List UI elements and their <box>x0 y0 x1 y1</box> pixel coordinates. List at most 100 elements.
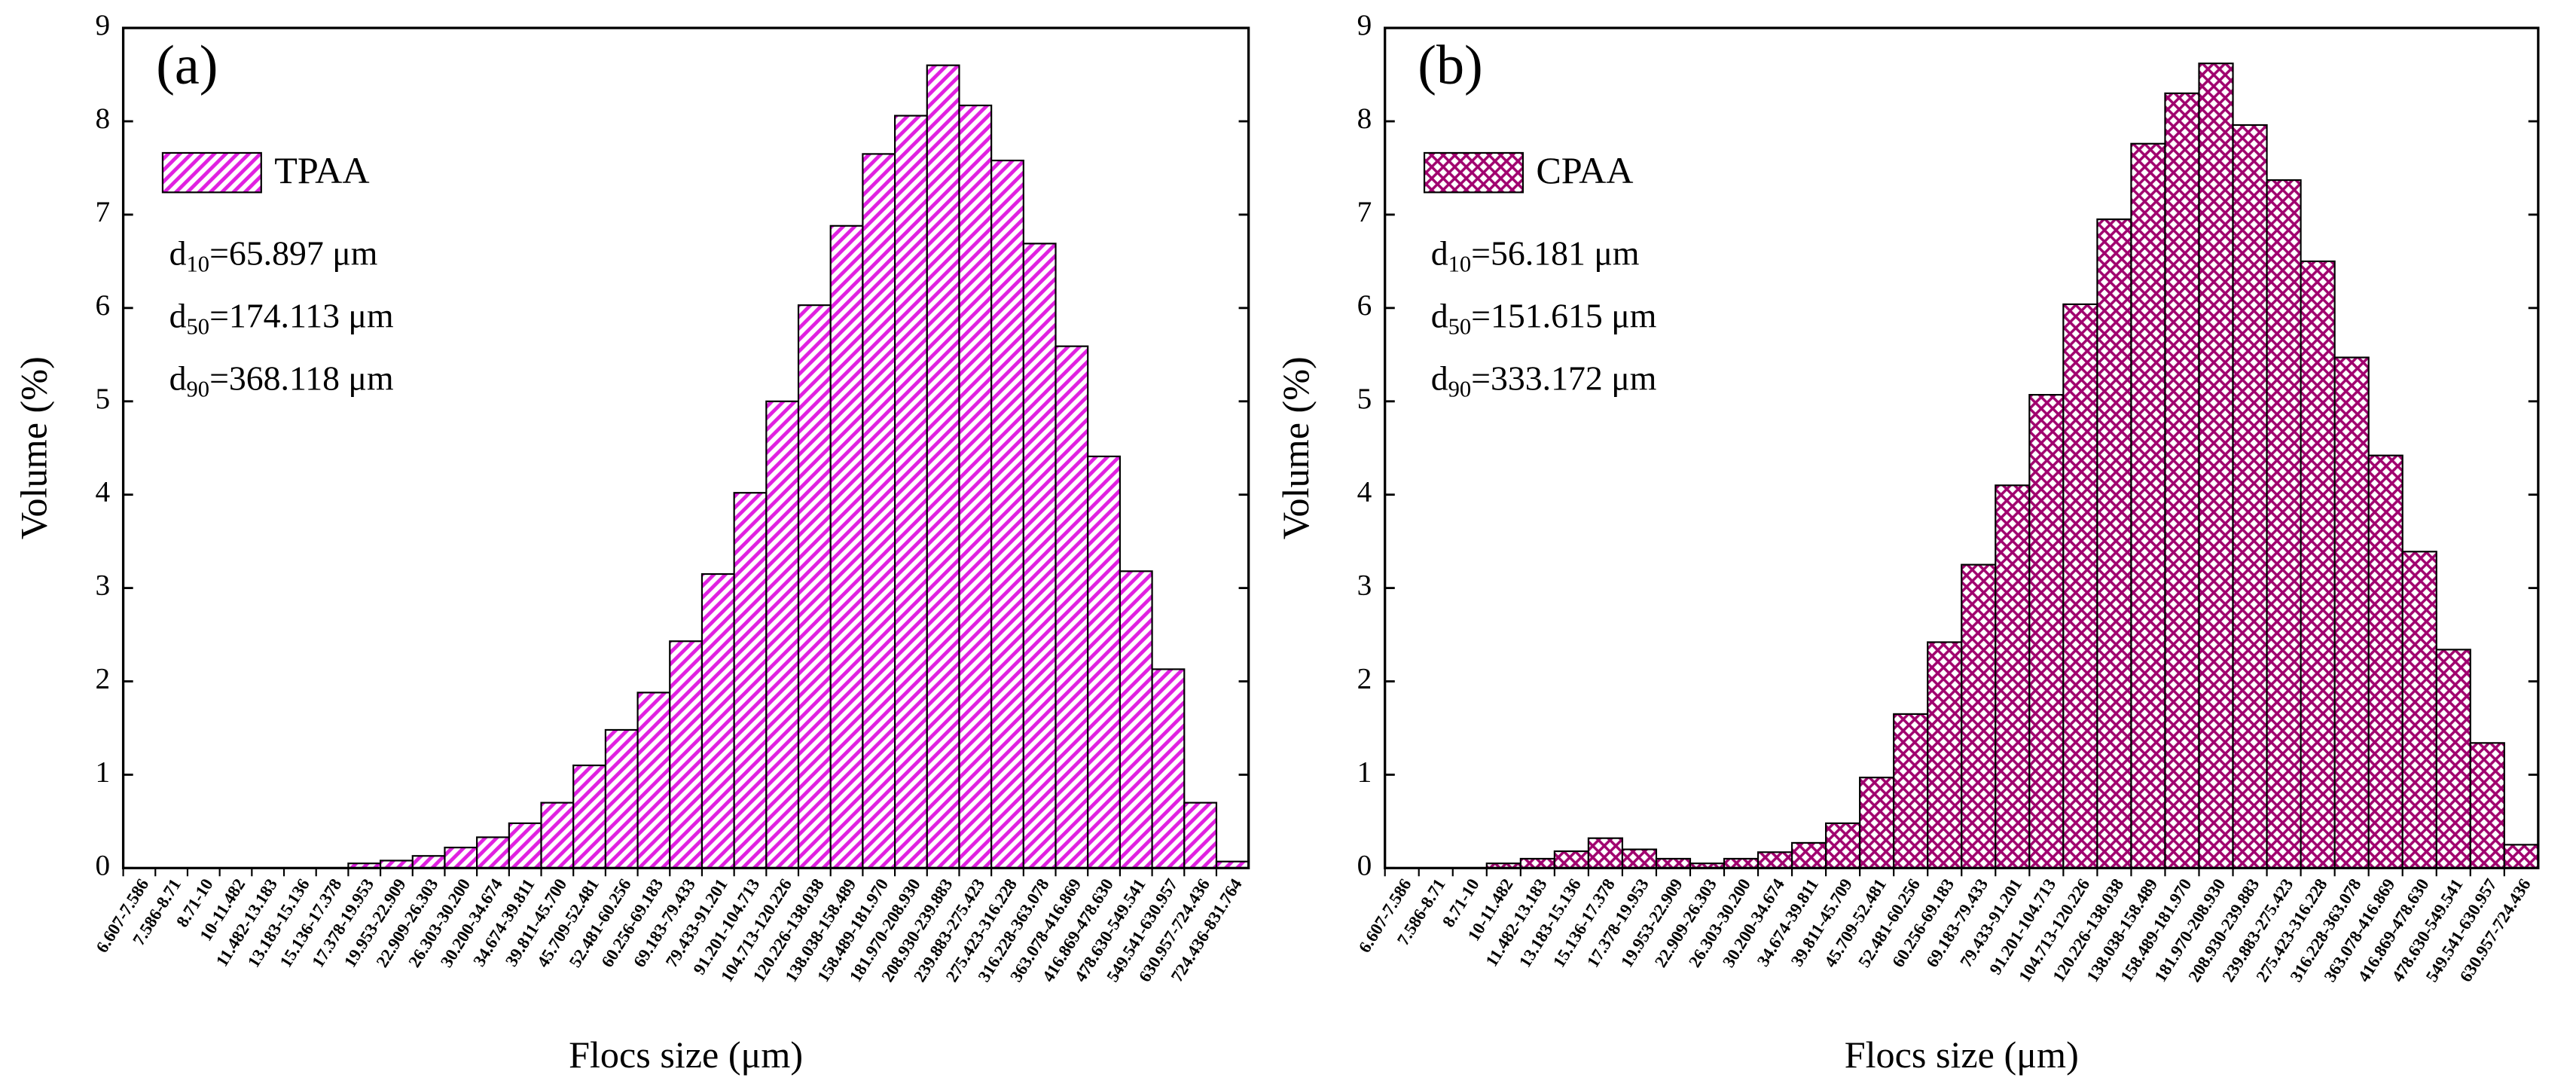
bar <box>1723 857 1760 869</box>
bar <box>1791 841 1827 869</box>
bar <box>797 304 832 869</box>
y-tick-label: 5 <box>96 383 111 415</box>
annotation-text: =368.118 μm <box>209 359 394 397</box>
annotation-base: d <box>1431 359 1448 397</box>
y-tick-label: 6 <box>96 289 111 322</box>
bar <box>1151 668 1186 869</box>
bar <box>2469 742 2505 869</box>
bar <box>476 836 510 869</box>
bar <box>893 114 928 869</box>
bar <box>2232 124 2268 869</box>
bar <box>2130 142 2166 869</box>
bar <box>444 847 478 869</box>
panel-label: (b) <box>1418 35 1482 96</box>
y-tick-label: 3 <box>1357 569 1372 602</box>
annotation-text: =65.897 μm <box>209 234 377 272</box>
bar <box>2401 551 2437 869</box>
legend-label: CPAA <box>1536 149 1633 191</box>
annotation-base: d <box>1431 234 1448 272</box>
legend-swatch <box>1423 151 1524 194</box>
bar <box>411 855 446 869</box>
bar <box>1995 484 2031 869</box>
bar <box>572 764 606 869</box>
bar <box>958 104 993 869</box>
bar <box>1183 801 1218 869</box>
annotation-text: =174.113 μm <box>209 296 394 334</box>
bar <box>2164 92 2200 869</box>
annotation-sub: 50 <box>1448 314 1472 340</box>
bar <box>2435 649 2471 869</box>
y-tick-label: 7 <box>96 196 111 228</box>
annotation: d10=56.181 μm <box>1431 234 1640 277</box>
bar <box>1757 851 1793 869</box>
bar <box>2503 844 2539 869</box>
bar <box>926 64 960 869</box>
annotation: d10=65.897 μm <box>169 234 378 277</box>
annotation: d90=333.172 μm <box>1431 359 1657 402</box>
annotation-text: =56.181 μm <box>1471 234 1639 272</box>
bar <box>862 153 896 869</box>
bar <box>1119 570 1153 869</box>
plot-frame <box>121 26 1250 869</box>
bar <box>990 159 1024 869</box>
bar <box>1927 641 1963 869</box>
bar <box>1553 850 1589 869</box>
y-tick-label: 1 <box>96 756 111 788</box>
x-axis-label: Flocs size (μm) <box>569 1034 803 1076</box>
y-axis-label: Volume (%) <box>1274 356 1317 539</box>
annotation: d50=151.615 μm <box>1431 296 1657 340</box>
bar <box>604 728 639 869</box>
annotation-sub: 10 <box>1448 252 1472 277</box>
y-tick-label: 8 <box>1357 102 1372 135</box>
bar <box>1055 345 1089 869</box>
bar <box>1519 857 1555 869</box>
y-tick-label: 5 <box>1357 383 1372 415</box>
y-tick-label: 6 <box>1357 289 1372 322</box>
y-tick-label: 3 <box>96 569 111 602</box>
y-tick-label: 7 <box>1357 196 1372 228</box>
y-tick-label: 1 <box>1357 756 1372 788</box>
bar <box>733 492 768 869</box>
bar <box>1022 243 1057 869</box>
panel-label: (a) <box>156 35 218 96</box>
bar <box>2266 179 2302 869</box>
bar <box>2198 63 2234 869</box>
annotation-sub: 10 <box>187 252 210 277</box>
bar <box>540 801 575 869</box>
bar <box>1859 777 1895 869</box>
bar <box>2062 303 2098 869</box>
y-tick-label: 0 <box>96 849 111 881</box>
bar <box>1893 713 1929 869</box>
bar <box>1087 455 1121 869</box>
y-tick-label: 0 <box>1357 849 1372 881</box>
y-tick-label: 2 <box>96 663 111 695</box>
y-tick-label: 2 <box>1357 663 1372 695</box>
y-tick-label: 4 <box>1357 476 1372 508</box>
annotation-base: d <box>169 359 187 397</box>
bar <box>1961 563 1997 869</box>
legend-swatch <box>161 151 262 194</box>
bar <box>508 822 542 869</box>
annotation-base: d <box>1431 296 1448 334</box>
annotation-text: =333.172 μm <box>1471 359 1656 397</box>
bar <box>700 572 735 869</box>
y-tick-label: 9 <box>1357 9 1372 41</box>
bar <box>2096 218 2132 869</box>
bar <box>2367 454 2404 869</box>
bar <box>636 692 671 869</box>
y-tick-label: 4 <box>96 476 111 508</box>
annotation-text: =151.615 μm <box>1471 296 1656 334</box>
y-tick-label: 9 <box>96 9 111 41</box>
bar <box>829 224 864 869</box>
annotation-sub: 90 <box>1448 376 1472 401</box>
annotation: d90=368.118 μm <box>169 359 394 402</box>
bar <box>2028 394 2065 869</box>
legend-label: TPAA <box>274 149 369 191</box>
bar <box>1621 848 1658 869</box>
annotation-base: d <box>169 296 187 334</box>
bar <box>2300 260 2336 869</box>
bar <box>1655 857 1692 869</box>
bar <box>1587 837 1624 869</box>
